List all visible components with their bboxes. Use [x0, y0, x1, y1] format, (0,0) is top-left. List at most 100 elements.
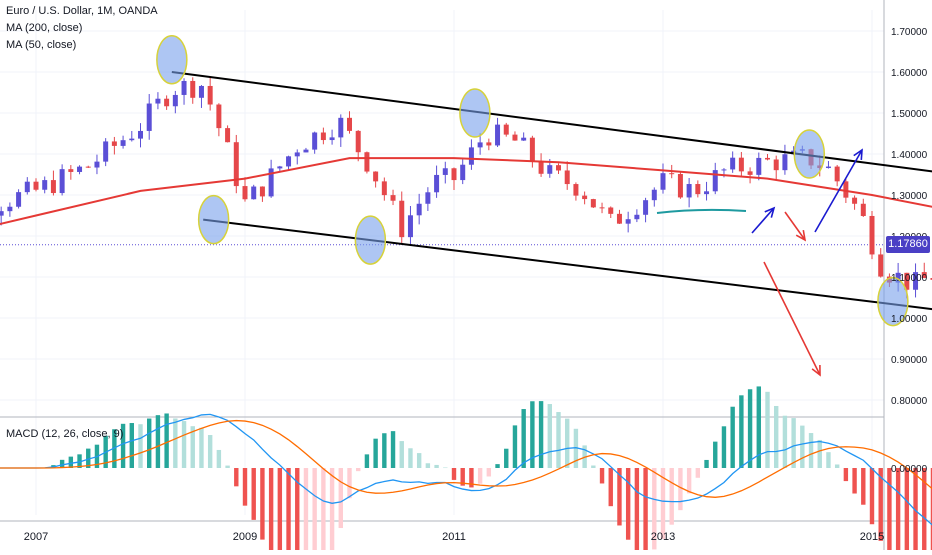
macd-histogram-bar — [181, 421, 187, 468]
candle-body — [468, 147, 474, 165]
macd-histogram-bar — [460, 468, 465, 486]
macd-histogram-bar — [617, 468, 622, 526]
candle-body — [843, 181, 849, 198]
candle-body — [747, 171, 753, 175]
macd-histogram-bar — [268, 468, 274, 555]
candle-body — [712, 170, 718, 192]
macd-histogram-bar — [321, 468, 326, 555]
macd-histogram-bar — [59, 459, 65, 468]
candle-body — [590, 199, 596, 208]
candle-body — [242, 186, 248, 200]
candle-body — [895, 272, 901, 283]
candle-body — [320, 132, 326, 141]
candle-body — [111, 141, 117, 146]
candle-body — [852, 197, 858, 204]
macd-histogram-bar — [86, 448, 91, 468]
macd-histogram-bar — [364, 454, 370, 468]
macd-histogram-bar — [765, 391, 770, 468]
candle-body — [338, 117, 344, 138]
candle-body — [503, 124, 509, 135]
candle-body — [930, 278, 932, 280]
macd-histogram-bar — [286, 468, 291, 555]
macd-histogram-bar — [599, 468, 605, 484]
candle-body — [7, 206, 13, 212]
macd-histogram-bar — [556, 412, 561, 468]
chart-title: Euro / U.S. Dollar, 1M, OANDA — [6, 5, 158, 17]
candle-body — [294, 152, 300, 157]
bear-arrow-long-head — [811, 364, 821, 377]
macd-histogram-bar — [120, 423, 126, 468]
candle-body — [155, 98, 161, 104]
macd-histogram-bar — [817, 439, 822, 468]
candle-body — [16, 192, 22, 207]
macd-legend: MACD (12, 26, close, 9) — [6, 428, 124, 440]
macd-histogram-bar — [808, 433, 814, 468]
bull-arrow-long-head — [853, 148, 863, 161]
macd-histogram-bar — [747, 389, 753, 468]
candle-body — [364, 152, 370, 172]
candle-body — [146, 103, 152, 131]
candle-body — [921, 272, 927, 279]
macd-histogram-bar — [652, 468, 657, 550]
candle-body — [94, 161, 100, 168]
candle-body — [138, 130, 143, 139]
time-axis[interactable]: 200720092011201320152017201920212023 — [24, 531, 932, 543]
candle-body — [24, 181, 30, 193]
price-tick-label: 0.80000 — [891, 396, 928, 407]
candle-body — [878, 254, 884, 277]
candle-body — [268, 168, 274, 197]
macd-histogram-bar — [861, 468, 866, 505]
candle-body — [68, 169, 74, 172]
candle-body — [869, 215, 875, 255]
price-tick-label: 1.70000 — [891, 27, 928, 38]
ma50-legend: MA (50, close) — [6, 39, 77, 51]
macd-histogram-bar — [216, 449, 222, 468]
macd-histogram-bar — [260, 468, 265, 540]
macd-histogram-bar — [495, 464, 500, 468]
candle-body — [190, 80, 196, 98]
macd-histogram-bar — [895, 468, 901, 555]
candle-body — [616, 213, 622, 224]
macd-histogram-bar — [713, 441, 718, 468]
bear-arrow-long — [763, 261, 821, 376]
macd-histogram-bar — [695, 468, 701, 478]
macd-histogram-bar — [547, 404, 552, 468]
candle-body — [425, 192, 431, 204]
macd-histogram-bar — [904, 468, 910, 555]
candle-body — [460, 164, 466, 181]
macd-histogram-bar — [251, 468, 256, 520]
macd-histogram-bar — [225, 465, 230, 468]
macd-histogram-bar — [147, 418, 152, 468]
macd-histogram-bar — [207, 435, 213, 468]
bear-arrow-short-head — [795, 230, 807, 242]
candle-body — [225, 128, 231, 143]
candle-body — [825, 166, 831, 169]
macd-histogram-bar — [887, 468, 892, 551]
macd-histogram-bar — [434, 464, 439, 468]
macd-histogram-bar — [591, 465, 596, 468]
candle-body — [172, 94, 178, 107]
macd-histogram-bar — [913, 468, 918, 555]
candle-body — [416, 203, 422, 216]
macd-histogram-bar — [451, 468, 457, 480]
time-tick-label: 2011 — [442, 531, 466, 543]
candle-body — [451, 168, 457, 181]
candle-body — [521, 137, 527, 141]
candle-body — [669, 173, 675, 175]
candle-body — [765, 157, 770, 160]
macd-histogram-bar — [416, 453, 422, 468]
macd-histogram-bar — [826, 452, 831, 468]
macd-histogram-bar — [800, 425, 805, 468]
candle-body — [42, 180, 48, 190]
macd-histogram-bar — [930, 468, 932, 555]
macd-histogram-bar — [138, 424, 143, 468]
macd-zero-label: 0.00000 — [891, 464, 928, 475]
trendline — [171, 71, 932, 173]
macd-histogram-bar — [312, 468, 317, 555]
touch-point-circle — [354, 215, 387, 265]
macd-histogram-bar — [77, 454, 82, 468]
bull-arrow-long — [814, 149, 863, 233]
price-tick-label: 0.90000 — [891, 355, 928, 366]
